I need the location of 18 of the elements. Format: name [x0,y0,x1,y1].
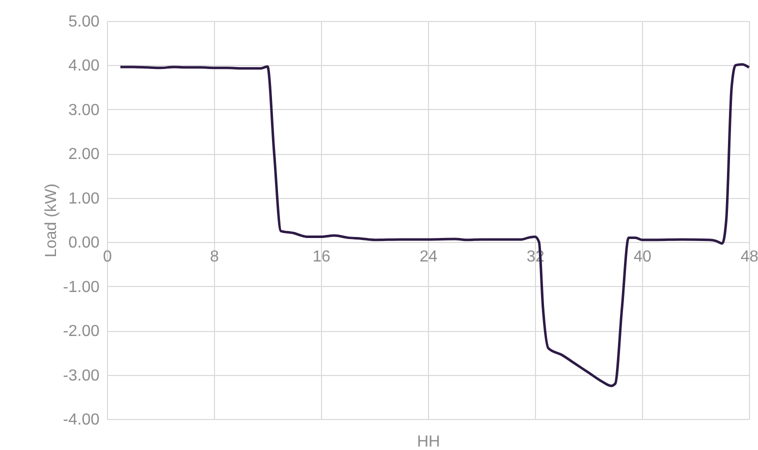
y-tick-label: -1.00 [63,278,100,296]
y-tick-label: 1.00 [68,190,100,208]
y-tick-label: 2.00 [68,146,100,164]
x-tick-label: 16 [312,248,330,266]
x-tick-label: 24 [420,248,438,266]
y-tick-label: -2.00 [63,323,100,340]
y-tick-label: -4.00 [63,412,100,428]
x-tick-label: 0 [103,248,112,266]
x-tick-label: 8 [210,248,220,266]
y-tick-label: 4.00 [68,58,100,75]
x-tick-label: 40 [634,248,652,266]
y-tick-label: 0.00 [68,234,100,252]
y-tick-label: -3.00 [63,367,100,384]
x-tick-label: 48 [740,248,758,266]
y-axis-title: Load (kW) [43,184,60,258]
x-axis-title: HH [416,434,440,450]
y-tick-label: 5.00 [68,14,100,30]
y-tick-label: 3.00 [68,102,100,119]
